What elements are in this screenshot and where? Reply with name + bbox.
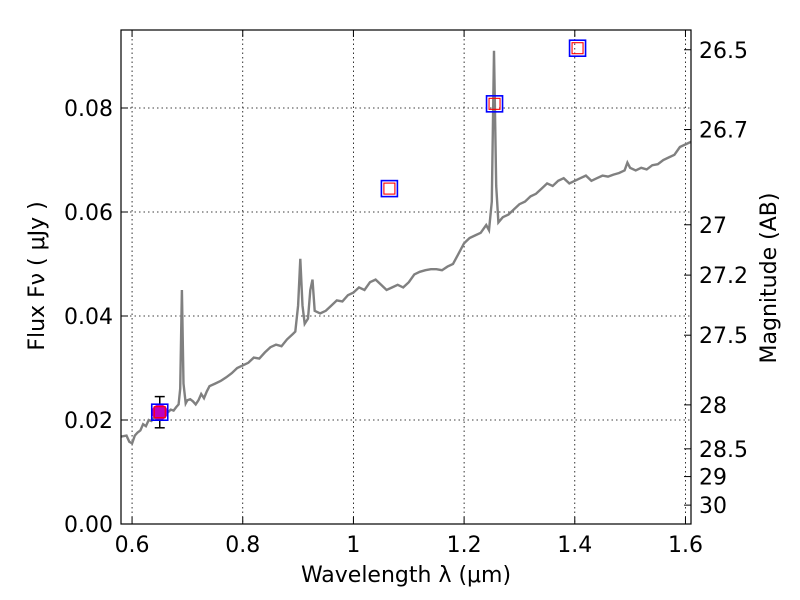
y-tick-label: 0.04 [64,305,113,330]
plot-frame [120,29,692,525]
right-tick-label: 27.5 [699,324,748,349]
right-tick-label: 28.5 [699,438,748,463]
right-tick-label: 26.7 [699,119,748,144]
right-tick-label: 30 [699,494,727,519]
x-axis-label: Wavelength λ (μm) [301,563,511,588]
x-tick-label: 1.4 [557,533,592,558]
photometry-markers [150,39,587,429]
y-tick-label: 0.00 [64,513,113,538]
model-square-outer [568,39,587,58]
x-tick-label: 1.6 [668,533,703,558]
x-axis-ticks: 0.6 0.8 1 1.2 1.4 1.6 [115,30,703,558]
model-square-inner [488,97,501,110]
right-tick-label: 27.2 [699,264,748,289]
model-square-outer [150,403,169,422]
spectrum-line [121,50,691,446]
right-tick-label: 27 [699,214,727,239]
spectrum-series [121,50,691,446]
y-axis-label: Flux Fν ( μJy ) [25,201,50,350]
y-tick-label: 0.02 [64,409,113,434]
right-tick-label: 26.5 [699,39,748,64]
x-tick-label: 1 [346,533,360,558]
grid-lines [121,30,691,525]
model-square-inner [383,182,396,195]
right-axis-label: Magnitude (AB) [757,193,782,364]
model-square-outer [380,179,399,198]
right-axis-ticks: 26.5 26.7 27 27.2 27.5 28 28.5 29 30 [684,39,748,519]
model-square-outer [485,95,504,113]
model-square-inner [571,42,584,55]
y-tick-label: 0.08 [64,97,113,122]
y-axis-ticks: 0.00 0.02 0.04 0.06 0.08 [64,97,128,538]
x-tick-label: 1.2 [447,533,482,558]
right-tick-label: 28 [699,394,727,419]
x-tick-label: 0.8 [225,533,260,558]
y-tick-label: 0.06 [64,201,113,226]
model-square-inner [153,406,166,419]
x-tick-label: 0.6 [115,533,150,558]
right-tick-label: 29 [699,466,727,491]
